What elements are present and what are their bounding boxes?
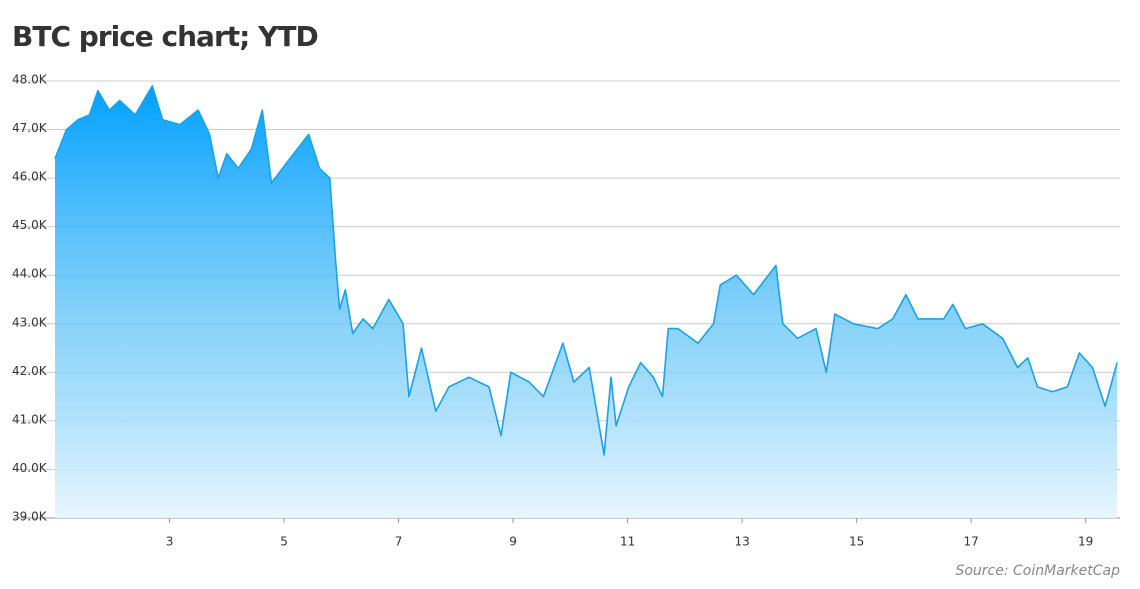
x-tick-label: 15	[849, 535, 864, 549]
source-note: Source: CoinMarketCap	[955, 563, 1120, 579]
y-tick-label: 40.0K	[12, 461, 48, 475]
y-tick-label: 41.0K	[12, 412, 48, 426]
x-tick-label: 9	[509, 535, 517, 549]
x-tick-label: 7	[395, 535, 403, 549]
y-tick-label: 42.0K	[12, 364, 48, 378]
x-tick-label: 13	[734, 535, 749, 549]
line	[54, 85, 1118, 456]
x-tick-label: 19	[1078, 535, 1093, 549]
y-tick-label: 45.0K	[12, 218, 48, 232]
chart-title: BTC price chart; YTD	[12, 20, 318, 53]
x-tick-label: 5	[280, 535, 288, 549]
y-tick-label: 46.0K	[12, 170, 48, 184]
x-tick-label: 11	[620, 535, 635, 549]
y-tick-label: 43.0K	[12, 315, 48, 329]
y-tick-label: 39.0K	[12, 510, 48, 524]
x-tick-label: 3	[166, 535, 174, 549]
x-tick-label: 17	[963, 535, 978, 549]
y-tick-label: 48.0K	[12, 73, 48, 87]
y-tick-label: 47.0K	[12, 121, 48, 135]
y-tick-label: 44.0K	[12, 267, 48, 281]
area	[55, 85, 1118, 519]
